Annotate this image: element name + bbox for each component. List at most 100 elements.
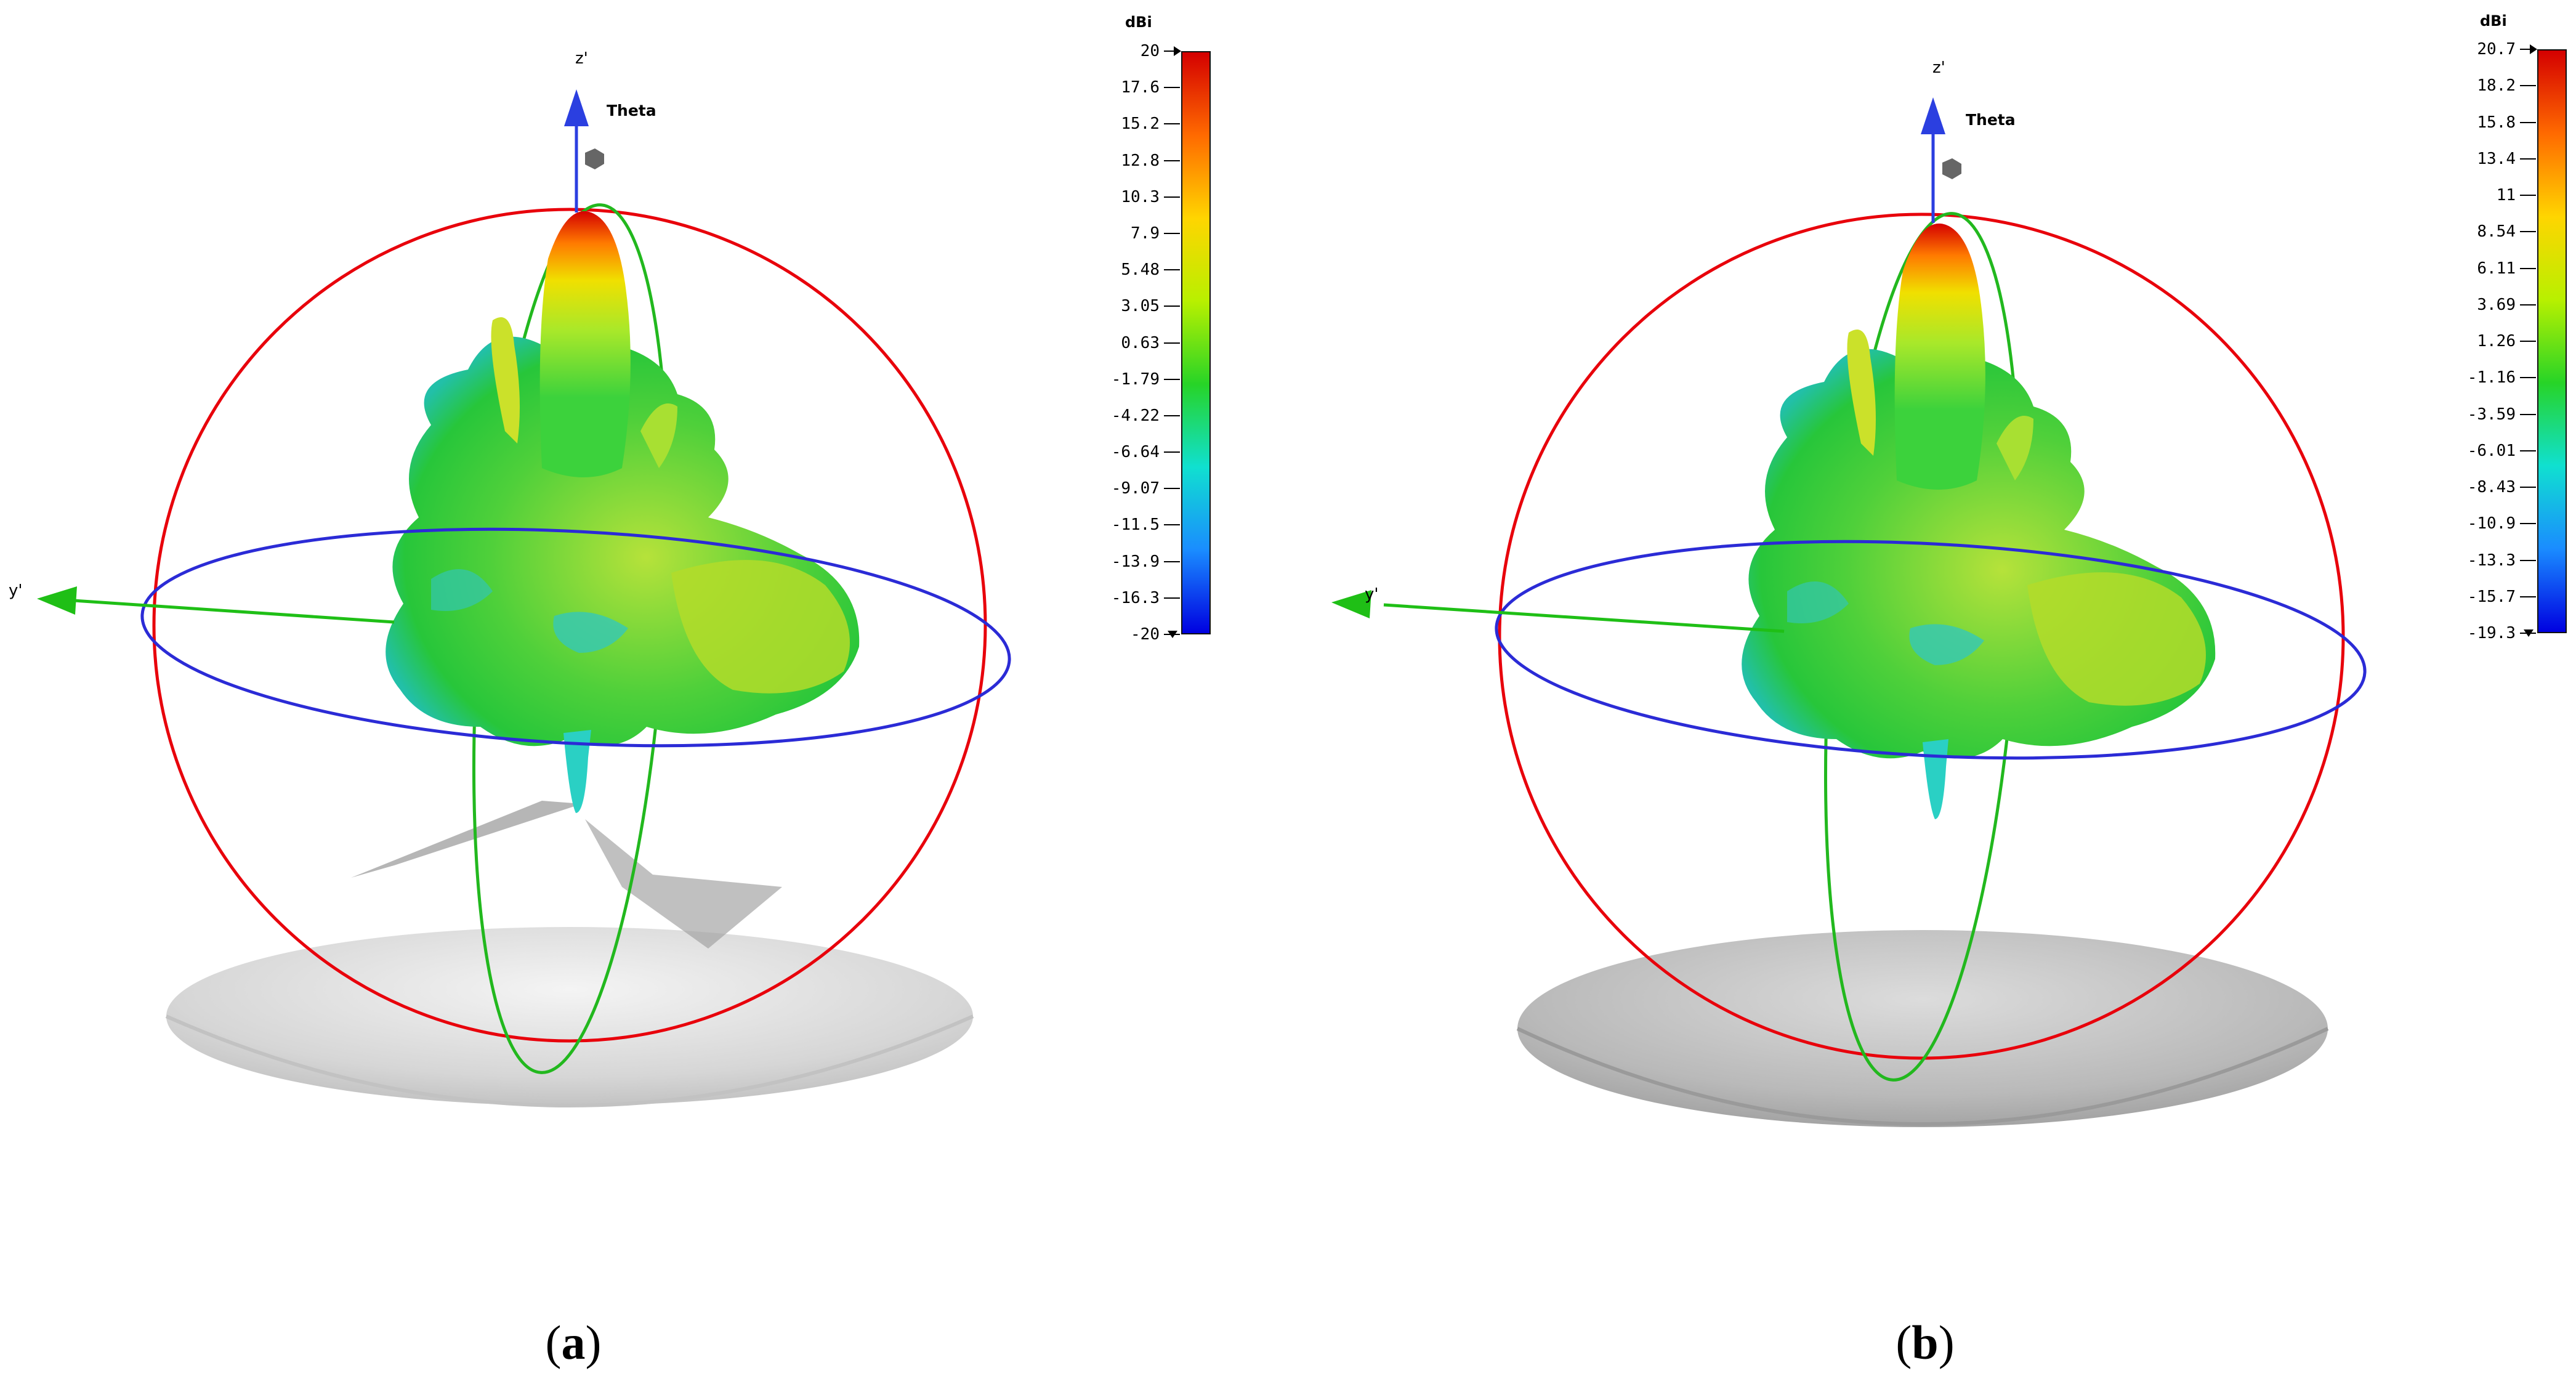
theta-marker-icon (585, 148, 604, 169)
colorbar-max-marker-icon (2530, 44, 2537, 54)
colorbar-tick-mark (1164, 160, 1180, 161)
colorbar-tick-mark (2520, 304, 2536, 306)
colorbar-tick-label: 15.8 (2477, 113, 2516, 132)
reflector-dish (1517, 930, 2328, 1127)
colorbar-tick-label: -8.43 (2467, 478, 2516, 496)
colorbar-tick-label: 5.48 (1121, 261, 1160, 280)
caption-a: (a) (545, 1316, 602, 1369)
colorbar-tick-label: -11.5 (1111, 516, 1160, 535)
colorbar-tick-mark (1164, 415, 1180, 416)
theta-label: Theta (607, 102, 656, 119)
sphere-equator-circle (140, 527, 1011, 748)
colorbar-tick-mark (1164, 51, 1180, 52)
y-axis-label: y' (1365, 585, 1379, 604)
colorbar-tick-mark (1164, 597, 1180, 599)
colorbar-gradient (1181, 51, 1211, 634)
back-lobe (1923, 739, 1948, 819)
colorbar-tick-label: -19.3 (2467, 624, 2516, 642)
colorbar-tick-mark (2520, 267, 2536, 269)
colorbar-tick-label: -1.79 (1111, 370, 1160, 389)
y-axis-arrow (37, 586, 77, 615)
colorbar-tick-mark (1164, 342, 1180, 344)
colorbar-tick-label: -9.07 (1111, 479, 1160, 498)
colorbar-tick-label: 10.3 (1121, 187, 1160, 206)
reflector-dish-rim (165, 1014, 974, 1107)
colorbar-gradient (2537, 49, 2567, 633)
colorbar-tick-label: 7.9 (1131, 224, 1160, 243)
main-lobe (1894, 223, 1985, 490)
colorbar-tick-mark (1164, 232, 1180, 234)
colorbar-tick-label: 12.8 (1121, 151, 1160, 170)
radiation-pattern-a (386, 211, 860, 813)
colorbar-min-marker-icon (2524, 629, 2534, 637)
colorbar-tick-mark (2520, 450, 2536, 451)
colorbar-tick-mark (1164, 123, 1180, 125)
colorbar-tick-mark (1164, 451, 1180, 453)
colorbar-tick-mark (1164, 560, 1180, 562)
colorbar-tick-label: 15.2 (1121, 115, 1160, 134)
colorbar-tick-mark (2520, 523, 2536, 525)
colorbar-tick-label: -6.01 (2467, 441, 2516, 460)
y-axis-arrow (1331, 590, 1371, 618)
colorbar-tick-mark (1164, 524, 1180, 526)
caption-b: (b) (1896, 1316, 1955, 1369)
y-axis (73, 599, 395, 624)
colorbar-tick-label: -13.3 (2467, 551, 2516, 570)
colorbar-tick-mark (2520, 231, 2536, 233)
colorbar-tick-label: 6.11 (2477, 259, 2516, 278)
colorbar-tick-mark (2520, 559, 2536, 561)
colorbar-tick-label: -20 (1131, 625, 1160, 644)
theta-label: Theta (1966, 111, 2016, 129)
colorbar-tick-mark (2520, 85, 2536, 87)
panel-a: z' y' Theta dBi 20 17.6 15.2 12.8 10.3 7.9 5.4… (9, 14, 1211, 1369)
colorbar-min-marker-icon (1168, 631, 1177, 638)
colorbar-tick-mark (1164, 87, 1180, 89)
colorbar-tick-mark (2520, 341, 2536, 342)
z-axis-arrow (1921, 97, 1945, 134)
colorbar-tick-label: 1.26 (2477, 332, 2516, 350)
z-axis-label: z' (1932, 59, 1945, 77)
colorbar-tick-label: -6.64 (1111, 443, 1160, 462)
colorbar-tick-label: 17.6 (1121, 78, 1160, 97)
theta-marker-icon (1942, 158, 1961, 179)
y-axis-label: y' (9, 581, 23, 600)
back-lobe (563, 730, 591, 813)
radiation-pattern-scene-a (37, 89, 1011, 1107)
panel-b: z' y' Theta dBi 20.7 18.2 15.8 13.4 11 8.54 6.… (1288, 0, 2576, 1384)
feed-support-right (585, 819, 782, 949)
main-lobe (539, 211, 631, 477)
colorbar-tick-label: -1.16 (2467, 368, 2516, 387)
z-axis-label: z' (575, 49, 588, 68)
colorbar-tick-label: 18.2 (2477, 76, 2516, 95)
colorbar-tick-label: -4.22 (1111, 406, 1160, 425)
colorbar-tick-label: 0.63 (1121, 333, 1160, 352)
colorbar-tick-mark (2520, 195, 2536, 196)
colorbar-tick-label: 8.54 (2477, 222, 2516, 241)
colorbar-tick-mark (2520, 596, 2536, 597)
colorbar-tick-mark (1164, 488, 1180, 490)
colorbar-tick-mark (2520, 121, 2536, 123)
radiation-pattern-scene-b (1331, 97, 2367, 1127)
colorbar-tick-mark (1164, 306, 1180, 307)
colorbar-tick-mark (2520, 377, 2536, 379)
colorbar-tick-label: -13.9 (1111, 552, 1160, 571)
sphere-meridian-circle (152, 208, 987, 1043)
colorbar-tick-mark (1164, 196, 1180, 198)
colorbar-max-marker-icon (1174, 46, 1181, 56)
colorbar-tick-mark (2520, 49, 2536, 50)
radiation-pattern-b (1742, 223, 2216, 819)
colorbar-tick-mark (2520, 413, 2536, 415)
sphere-equator-circle (1495, 540, 2367, 760)
colorbar-tick-label: -10.9 (2467, 514, 2516, 533)
colorbar-tick-mark (2520, 487, 2536, 488)
colorbar-tick-label: -3.59 (2467, 405, 2516, 424)
y-axis (1383, 603, 1785, 633)
colorbar-tick-label: -15.7 (2467, 587, 2516, 606)
colorbar-tick-label: -16.3 (1111, 588, 1160, 607)
colorbar-unit: dBi (1125, 14, 1152, 31)
colorbar-tick-label: 20.7 (2477, 40, 2516, 59)
colorbar-tick-mark (2520, 158, 2536, 160)
colorbar-tick-label: 3.69 (2477, 295, 2516, 314)
z-axis-arrow (564, 89, 589, 126)
reflector-dish-rim (1516, 1027, 2329, 1126)
